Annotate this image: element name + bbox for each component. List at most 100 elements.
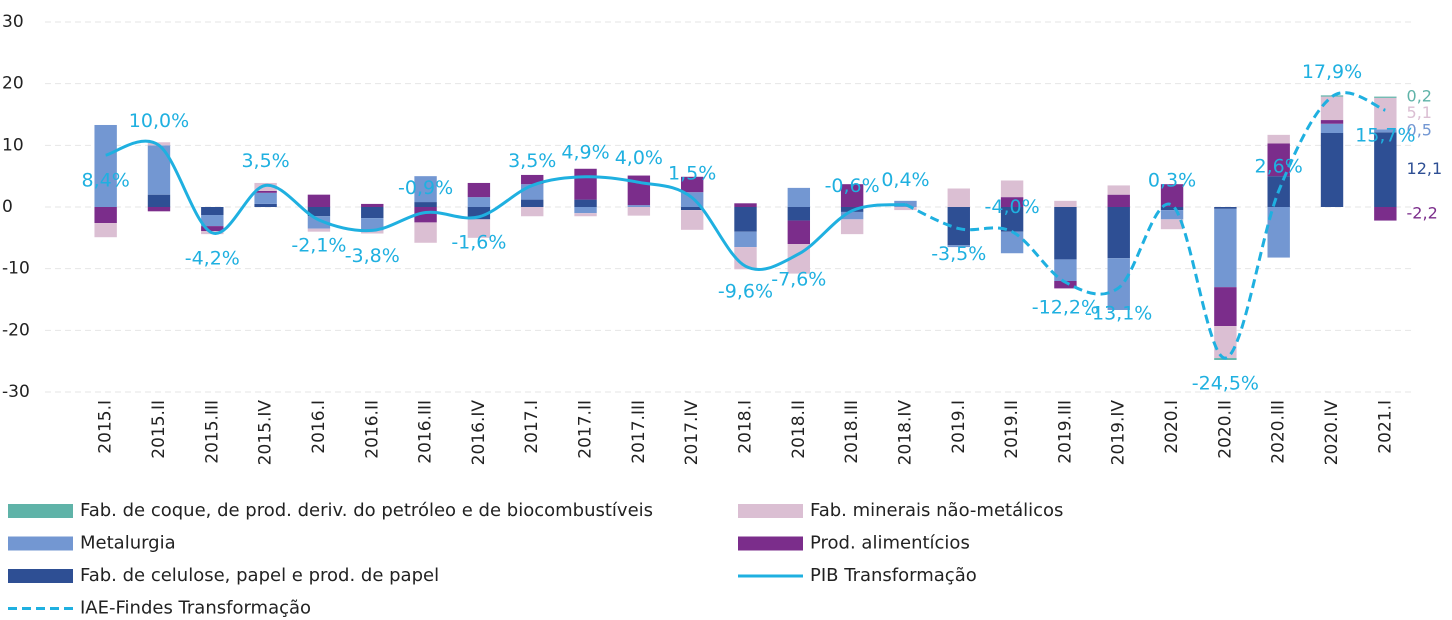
bar-segment [1000, 231, 1024, 254]
line-label: -0,6% [825, 175, 880, 197]
bar-segment [1374, 207, 1397, 221]
line-label: 4,0% [615, 147, 663, 169]
line-label: -4,0% [985, 196, 1040, 218]
segment-label: 0,2 [1407, 87, 1432, 106]
x-tick-label: 2020.II [1215, 400, 1235, 459]
x-tick-label: 2017.IV [682, 400, 702, 466]
legend-label: Metalurgia [80, 533, 176, 554]
line-series [105, 139, 906, 272]
bar-segment [361, 218, 384, 231]
bar-segment [254, 203, 277, 207]
line-label: -1,6% [451, 231, 506, 253]
bar-segment [1107, 207, 1130, 259]
line-label: -0,9% [398, 177, 453, 199]
bar-segment [1374, 97, 1397, 130]
bar-segment [947, 207, 970, 246]
bar-segment [1160, 184, 1184, 207]
x-tick-label: 2016.I [309, 400, 329, 454]
bar-segment [734, 207, 757, 232]
bar-segment [521, 207, 544, 217]
bar-segment [1374, 132, 1397, 207]
y-tick-label: 30 [2, 12, 24, 32]
bar-segment [1214, 326, 1237, 359]
bar-segment [254, 192, 277, 204]
line-label: -3,8% [345, 245, 400, 267]
bar-segment [574, 199, 597, 207]
x-tick-label: 2018.I [736, 400, 756, 454]
legend-label: Fab. minerais não-metálicos [810, 500, 1063, 521]
y-tick-label: -20 [2, 320, 30, 340]
bar-segment [254, 182, 277, 191]
x-tick-label: 2018.II [789, 400, 809, 459]
bar-segment [680, 210, 704, 230]
bar-segment [840, 211, 864, 220]
bar-segment [947, 245, 970, 248]
bar-segment [1054, 207, 1077, 260]
line-label: 3,5% [241, 150, 289, 172]
y-tick-label: 0 [2, 197, 13, 217]
line-label: -2,1% [291, 234, 346, 256]
line-label: 4,9% [561, 141, 609, 163]
bar-segment [1267, 207, 1290, 258]
bar-segment [361, 230, 384, 234]
bar-segment [521, 199, 544, 207]
legend-label: Fab. de celulose, papel e prod. de papel [80, 565, 439, 586]
bar-segment [361, 203, 384, 207]
bar-segment [94, 124, 117, 207]
bar-segment [787, 207, 811, 221]
bar-segment [1000, 197, 1024, 207]
bar-segment [1000, 207, 1024, 232]
y-tick-label: 10 [2, 135, 24, 155]
bar-segment [947, 188, 970, 207]
line-label: -9,6% [718, 281, 773, 303]
legend-swatch [8, 569, 73, 583]
bar-segment [734, 203, 757, 207]
bar-segment [307, 228, 331, 232]
bar-segment [307, 194, 331, 207]
segment-label: -2,2 [1407, 203, 1438, 222]
y-tick-label: -30 [2, 382, 30, 402]
bar-segment [680, 207, 704, 211]
bar-segment [307, 216, 331, 229]
bar-segment [414, 176, 437, 203]
bar-segment [840, 219, 864, 235]
bar-segment [734, 231, 757, 248]
y-tick-label: 20 [2, 74, 24, 94]
bar-segment [1000, 180, 1024, 198]
bar-segment [1054, 281, 1077, 289]
bar-segment [840, 184, 864, 207]
legend-swatch [738, 536, 803, 551]
bar-segment [201, 207, 224, 216]
x-tick-label: 2016.IV [469, 400, 489, 466]
line-label: 15,7% [1355, 125, 1415, 147]
line-label: 8,4% [82, 170, 130, 192]
line-label: -13,1% [1085, 302, 1152, 324]
bar-segment [627, 207, 651, 216]
bar-segment [1107, 258, 1130, 310]
x-tick-label: 2017.I [522, 400, 542, 454]
bar-segment [680, 176, 704, 193]
x-tick-label: 2015.I [96, 400, 116, 454]
x-tick-label: 2019.III [1055, 400, 1075, 464]
bar-segment [147, 207, 171, 212]
x-tick-label: 2015.IV [256, 400, 276, 466]
y-tick-label: -10 [2, 259, 30, 279]
bar-segment [574, 213, 597, 217]
bar-segment [574, 207, 597, 214]
x-tick-label: 2018.IV [895, 400, 915, 466]
legend-swatch [8, 504, 73, 518]
line-label: 0,3% [1148, 170, 1196, 192]
line-label: 17,9% [1302, 61, 1362, 83]
bar-segment [627, 205, 651, 207]
x-tick-label: 2015.II [149, 400, 169, 459]
bar-segment [1107, 194, 1130, 207]
x-tick-label: 2015.III [202, 400, 222, 464]
bar-segment [467, 219, 491, 238]
bar-segment [94, 207, 117, 224]
bar-segment [1320, 120, 1344, 124]
legend-swatch [738, 504, 803, 518]
legend-label: PIB Transformação [810, 565, 977, 586]
bar-segment [94, 223, 117, 238]
bar-segment [414, 202, 437, 207]
line-label: -3,5% [931, 243, 986, 265]
